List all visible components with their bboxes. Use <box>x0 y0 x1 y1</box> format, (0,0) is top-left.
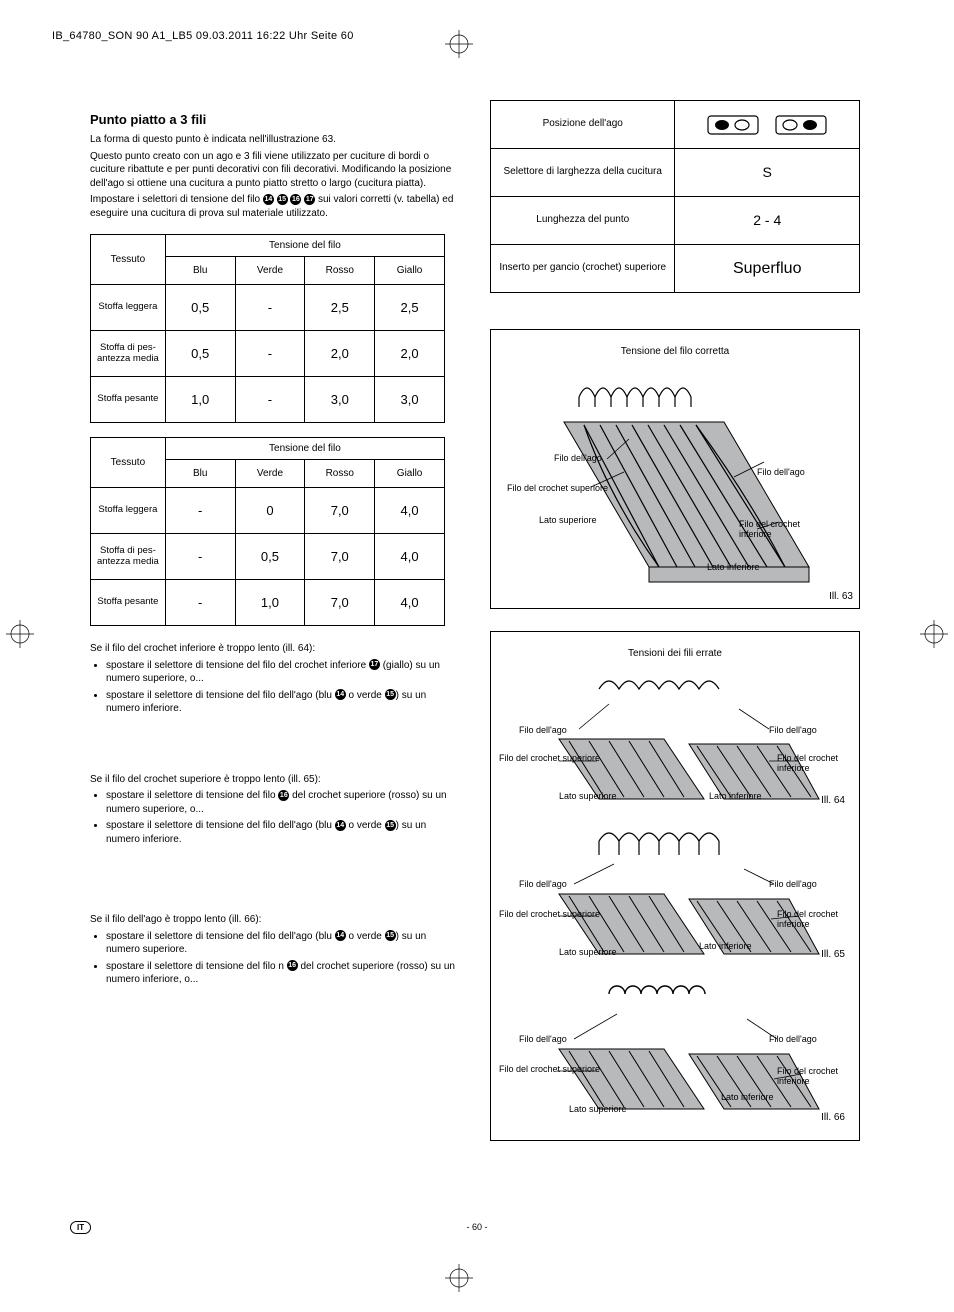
setting-label: Selettore di larghezza della cucitura <box>491 149 675 197</box>
setting-value: 2 - 4 <box>675 197 860 245</box>
setting-value: S <box>675 149 860 197</box>
print-header: IB_64780_SON 90 A1_LB5 09.03.2011 16:22 … <box>52 30 354 42</box>
tension-table-2: Tessuto Tensione del filo Blu Verde Ross… <box>90 437 445 626</box>
intro-p3: Impostare i selettori di tensione del fi… <box>90 193 460 220</box>
crop-mark-left <box>6 620 34 648</box>
lbl-croc-sup-l: Filo del crochet superiore <box>507 483 608 493</box>
diagram-correct-tension: Tensione del filo corretta <box>490 329 860 609</box>
list-item: spostare il selettore di tensione del fi… <box>106 789 460 816</box>
stitch-illustration-icon <box>499 367 849 597</box>
circ-icon: 14 <box>335 930 346 941</box>
circ-icon: 15 <box>385 820 396 831</box>
th-giallo: Giallo <box>375 257 445 285</box>
crop-mark-bottom <box>445 1264 473 1292</box>
th-tensione: Tensione del filo <box>165 235 444 257</box>
diagram-wrong-tension: Tensioni dei fili errate <box>490 631 860 1141</box>
lbl-filo-ago-r: Filo dell'ago <box>757 467 805 477</box>
circ-14-icon: 14 <box>263 194 274 205</box>
stitch-illustration-icon <box>499 819 849 974</box>
stitch-illustration-icon <box>499 974 849 1129</box>
lbl-croc-inf: Filo del crochet inferiore <box>739 519 814 540</box>
lbl-filo-ago-l: Filo dell'ago <box>554 453 602 463</box>
list-item: spostare il selettore di tensione del fi… <box>106 689 460 716</box>
circ-icon: 15 <box>385 930 396 941</box>
diag2-title: Tensioni dei fili errate <box>499 648 851 659</box>
table-row: Stoffa leggera - 0 7,0 4,0 <box>91 488 445 534</box>
setting-value: Superfluo <box>675 245 860 293</box>
right-column: Posizione dell'ago Selettore di larghezz… <box>490 100 860 1141</box>
table-row: Stoffa pesante 1,0 - 3,0 3,0 <box>91 377 445 423</box>
crop-mark-top <box>445 30 473 58</box>
lbl-lato-sup: Lato superiore <box>539 515 597 525</box>
setting-label: Posizione dell'ago <box>491 101 675 149</box>
diag-group-65: Filo dell'ago Filo del crochet superiore… <box>499 819 851 974</box>
section-title: Punto piatto a 3 fili <box>90 112 460 127</box>
table-row: Stoffa di pes-antezza media 0,5 - 2,0 2,… <box>91 331 445 377</box>
ill-66-label: Ill. 66 <box>821 1112 845 1123</box>
circ-16-icon: 16 <box>290 194 301 205</box>
section-lead-64: Se il filo del crochet inferiore è tropp… <box>90 642 460 656</box>
circ-icon: 14 <box>335 820 346 831</box>
table-row: Stoffa di pes-antezza media - 0,5 7,0 4,… <box>91 534 445 580</box>
bullet-list-65: spostare il selettore di tensione del fi… <box>90 789 460 846</box>
table-row: Stoffa leggera 0,5 - 2,5 2,5 <box>91 285 445 331</box>
intro-p1: La forma di questo punto è indicata nell… <box>90 133 460 147</box>
circ-15-icon: 15 <box>277 194 288 205</box>
setting-label: Inserto per gancio (crochet) superiore <box>491 245 675 293</box>
table-row: Stoffa pesante - 1,0 7,0 4,0 <box>91 580 445 626</box>
circ-icon: 14 <box>335 689 346 700</box>
left-column: Punto piatto a 3 fili La forma di questo… <box>90 100 460 1141</box>
language-badge: IT <box>70 1221 91 1234</box>
page-number: - 60 - <box>0 1222 954 1232</box>
list-item: spostare il selettore di tensione del fi… <box>106 960 460 987</box>
th-tessuto: Tessuto <box>91 235 166 285</box>
diag1-title: Tensione del filo corretta <box>499 346 851 357</box>
lbl-lato-inf: Lato inferiore <box>707 562 760 572</box>
list-item: spostare il selettore di tensione del fi… <box>106 930 460 957</box>
ill-64-label: Ill. 64 <box>821 795 845 806</box>
section-lead-65: Se il filo del crochet superiore è tropp… <box>90 773 460 787</box>
page-content: Punto piatto a 3 fili La forma di questo… <box>90 100 860 1141</box>
circ-icon: 17 <box>369 659 380 670</box>
stitch-illustration-icon <box>499 669 849 819</box>
section-lead-66: Se il filo dell'ago è troppo lento (ill.… <box>90 913 460 927</box>
list-item: spostare il selettore di tensione del fi… <box>106 819 460 846</box>
diag-group-64: Filo dell'ago Filo del crochet superiore… <box>499 669 851 819</box>
setting-label: Lunghezza del punto <box>491 197 675 245</box>
ill-65-label: Ill. 65 <box>821 949 845 960</box>
crop-mark-right <box>920 620 948 648</box>
bullet-list-64: spostare il selettore di tensione del fi… <box>90 659 460 716</box>
diag1-figure: Filo dell'ago Filo del crochet superiore… <box>499 367 851 597</box>
circ-icon: 16 <box>287 960 298 971</box>
circ-17-icon: 17 <box>304 194 315 205</box>
ill-63-label: Ill. 63 <box>829 591 853 602</box>
th-blu: Blu <box>165 257 235 285</box>
th-rosso: Rosso <box>305 257 375 285</box>
th-verde: Verde <box>235 257 305 285</box>
list-item: spostare il selettore di tensione del fi… <box>106 659 460 686</box>
bullet-list-66: spostare il selettore di tensione del fi… <box>90 930 460 987</box>
settings-table: Posizione dell'ago Selettore di larghezz… <box>490 100 860 293</box>
circ-icon: 16 <box>278 790 289 801</box>
tension-table-1: Tessuto Tensione del filo Blu Verde Ross… <box>90 234 445 423</box>
circ-icon: 15 <box>385 689 396 700</box>
diag-group-66: Filo dell'ago Filo del crochet superiore… <box>499 974 851 1129</box>
intro-p2: Questo punto creato con un ago e 3 fili … <box>90 150 460 191</box>
needle-position-icon <box>675 101 860 149</box>
